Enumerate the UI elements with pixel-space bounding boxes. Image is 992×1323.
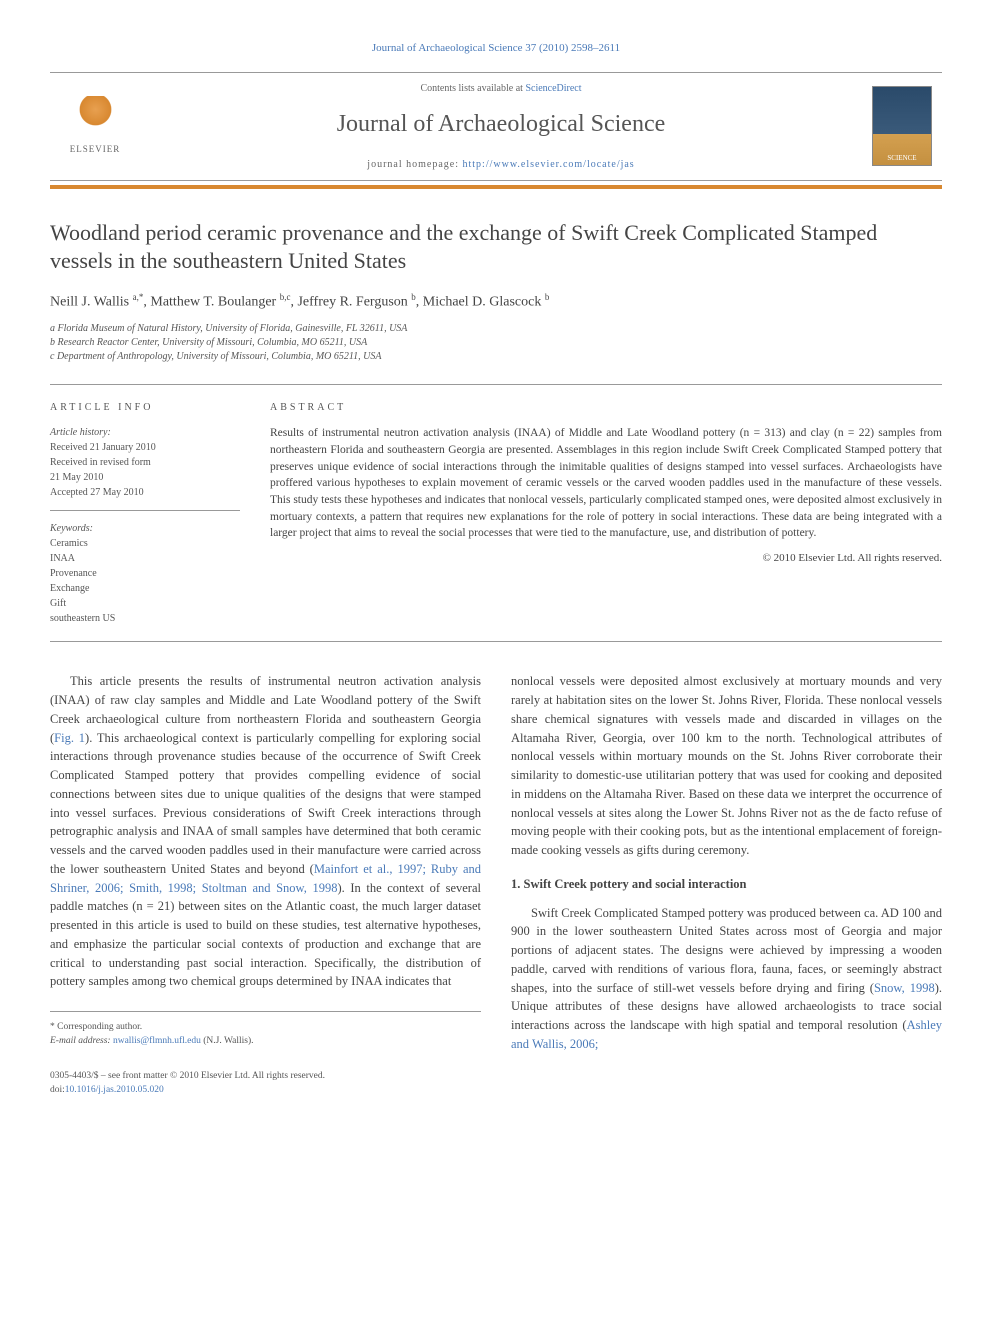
doi-link[interactable]: 10.1016/j.jas.2010.05.020 [65,1085,164,1095]
elsevier-tree-icon [73,96,118,141]
body-col2-p1: nonlocal vessels were deposited almost e… [511,672,942,860]
abstract-copyright: © 2010 Elsevier Ltd. All rights reserved… [270,550,942,567]
email-suffix: (N.J. Wallis). [201,1036,254,1046]
keyword-3: Exchange [50,581,240,596]
abstract-block: ABSTRACT Results of instrumental neutron… [270,400,942,626]
info-abstract-row: ARTICLE INFO Article history: Received 2… [50,384,942,642]
journal-header-center: Contents lists available at ScienceDirec… [130,81,872,172]
corresponding-email-line: E-mail address: nwallis@flmnh.ufl.edu (N… [50,1034,481,1048]
keyword-0: Ceramics [50,536,240,551]
article-info-heading: ARTICLE INFO [50,400,240,415]
article-history: Article history: Received 21 January 201… [50,425,240,511]
journal-header-bar: ELSEVIER Contents lists available at Sci… [50,72,942,181]
journal-name: Journal of Archaeological Science [130,106,872,142]
contents-prefix: Contents lists available at [420,83,525,94]
abstract-heading: ABSTRACT [270,400,942,415]
email-link[interactable]: nwallis@flmnh.ufl.edu [113,1036,201,1046]
article-info-block: ARTICLE INFO Article history: Received 2… [50,400,240,626]
keyword-1: INAA [50,551,240,566]
keywords-block: Keywords: Ceramics INAA Provenance Excha… [50,521,240,626]
body-col2-p2: Swift Creek Complicated Stamped pottery … [511,904,942,1054]
affiliation-a: a Florida Museum of Natural History, Uni… [50,322,942,336]
body-column-left: This article presents the results of ins… [50,672,481,1053]
bottom-matter: 0305-4403/$ – see front matter © 2010 El… [50,1069,942,1098]
keyword-2: Provenance [50,566,240,581]
affiliations: a Florida Museum of Natural History, Uni… [50,322,942,364]
journal-citation: Journal of Archaeological Science 37 (20… [50,40,942,57]
elsevier-logo: ELSEVIER [60,91,130,161]
keyword-4: Gift [50,596,240,611]
history-label: Article history: [50,425,240,440]
history-received: Received 21 January 2010 [50,440,240,455]
body-columns: This article presents the results of ins… [50,672,942,1053]
journal-cover-thumbnail [872,86,932,166]
authors: Neill J. Wallis a,*, Matthew T. Boulange… [50,291,942,313]
journal-homepage: journal homepage: http://www.elsevier.co… [130,157,872,172]
history-accepted: Accepted 27 May 2010 [50,485,240,500]
keyword-5: southeastern US [50,611,240,626]
keywords-label: Keywords: [50,521,240,536]
sciencedirect-link[interactable]: ScienceDirect [525,83,581,94]
body-column-right: nonlocal vessels were deposited almost e… [511,672,942,1053]
accent-bar [50,185,942,189]
section-1-heading: 1. Swift Creek pottery and social intera… [511,875,942,894]
article-title: Woodland period ceramic provenance and t… [50,219,942,276]
homepage-prefix: journal homepage: [367,159,462,170]
body-intro-paragraph: This article presents the results of ins… [50,672,481,991]
history-revised: Received in revised form [50,455,240,470]
abstract-text: Results of instrumental neutron activati… [270,425,942,542]
front-matter: 0305-4403/$ – see front matter © 2010 El… [50,1069,942,1083]
corresponding-footer: * Corresponding author. E-mail address: … [50,1011,481,1049]
doi-line: doi:10.1016/j.jas.2010.05.020 [50,1083,942,1097]
affiliation-b: b Research Reactor Center, University of… [50,336,942,350]
history-revised-date: 21 May 2010 [50,470,240,485]
contents-line: Contents lists available at ScienceDirec… [130,81,872,96]
elsevier-logo-text: ELSEVIER [70,143,121,157]
affiliation-c: c Department of Anthropology, University… [50,350,942,364]
homepage-link[interactable]: http://www.elsevier.com/locate/jas [463,159,635,170]
email-label: E-mail address: [50,1036,113,1046]
corresponding-author: * Corresponding author. [50,1020,481,1034]
doi-prefix: doi: [50,1085,65,1095]
